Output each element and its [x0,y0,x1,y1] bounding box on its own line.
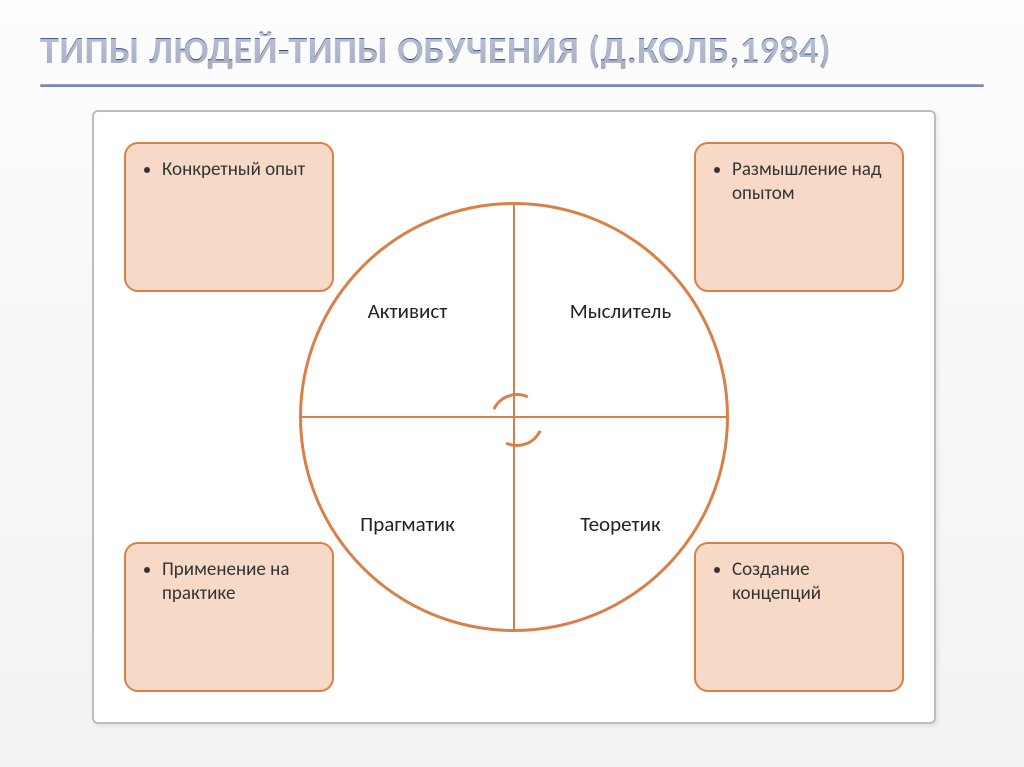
quadrant-theorist: Теоретик [514,417,729,632]
quadrant-label: Мыслитель [570,298,672,324]
quadrant-thinker: Мыслитель [514,202,729,417]
card-text: Размышление над опытом [732,158,888,206]
kolb-circle: Активист Мыслитель Прагматик Теоретик [299,202,729,632]
diagram-frame: Конкретный опыт Размышление над опытом П… [92,110,936,724]
card-text: Конкретный опыт [162,158,318,182]
slide: ТИПЫ ЛЮДЕЙ-ТИПЫ ОБУЧЕНИЯ (Д.КОЛБ,1984) К… [0,0,1024,767]
center-cycle-icon [490,393,538,441]
quadrant-label: Прагматик [360,511,455,537]
card-text: Создание концепций [732,558,888,606]
page-title: ТИПЫ ЛЮДЕЙ-ТИПЫ ОБУЧЕНИЯ (Д.КОЛБ,1984) [40,28,984,74]
card-text: Применение на практике [162,558,318,606]
quadrant-label: Теоретик [580,511,661,537]
title-underline [40,84,984,87]
quadrant-activist: Активист [299,202,514,417]
title-wrap: ТИПЫ ЛЮДЕЙ-ТИПЫ ОБУЧЕНИЯ (Д.КОЛБ,1984) [0,0,1024,78]
quadrant-label: Активист [368,298,448,324]
quadrant-pragmatist: Прагматик [299,417,514,632]
